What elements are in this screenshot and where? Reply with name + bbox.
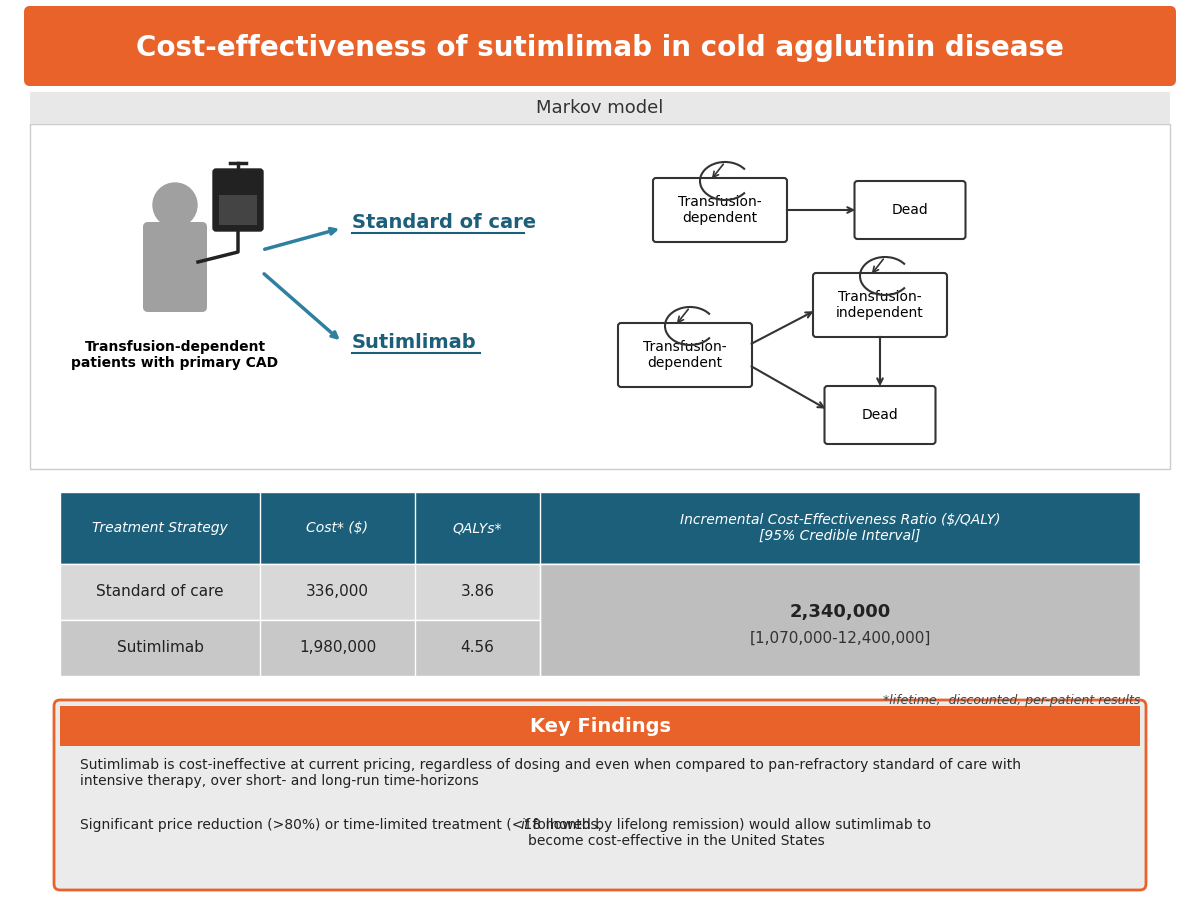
Text: Dead: Dead [892,203,929,217]
Text: followed by lifelong remission) would allow sutimlimab to
become cost-effective : followed by lifelong remission) would al… [528,818,931,848]
FancyBboxPatch shape [814,273,947,337]
Circle shape [154,183,197,227]
FancyBboxPatch shape [653,178,787,242]
Text: 2,340,000: 2,340,000 [790,603,890,621]
FancyBboxPatch shape [143,222,208,312]
Text: Cost* ($): Cost* ($) [306,521,368,535]
FancyBboxPatch shape [824,386,936,444]
FancyBboxPatch shape [214,169,263,231]
FancyBboxPatch shape [30,92,1170,124]
Text: 336,000: 336,000 [306,584,370,599]
Text: *lifetime,  discounted, per-patient results: *lifetime, discounted, per-patient resul… [883,694,1140,707]
FancyBboxPatch shape [854,181,966,239]
FancyBboxPatch shape [618,323,752,387]
FancyBboxPatch shape [60,564,1140,620]
FancyBboxPatch shape [30,124,1170,469]
Text: Transfusion-
dependent: Transfusion- dependent [678,195,762,225]
Text: Transfusion-
independent: Transfusion- independent [836,290,924,320]
Text: Key Findings: Key Findings [529,716,671,735]
FancyBboxPatch shape [220,195,257,225]
Text: Markov model: Markov model [536,99,664,117]
Text: Treatment Strategy: Treatment Strategy [92,521,228,535]
Text: [1,070,000-12,400,000]: [1,070,000-12,400,000] [749,631,931,645]
FancyBboxPatch shape [54,700,1146,890]
Text: 3.86: 3.86 [461,584,494,599]
Text: 1,980,000: 1,980,000 [299,641,376,655]
Text: Standard of care: Standard of care [96,584,224,599]
Text: QALYs*: QALYs* [452,521,503,535]
Text: Transfusion-dependent
patients with primary CAD: Transfusion-dependent patients with prim… [72,340,278,370]
Text: Sutimlimab: Sutimlimab [116,641,204,655]
FancyBboxPatch shape [60,706,1140,746]
Text: Sutimlimab is cost-ineffective at current pricing, regardless of dosing and even: Sutimlimab is cost-ineffective at curren… [80,758,1021,788]
Text: Cost-effectiveness of sutimlimab in cold agglutinin disease: Cost-effectiveness of sutimlimab in cold… [136,34,1064,62]
Text: Significant price reduction (>80%) or time-limited treatment (<18 months,: Significant price reduction (>80%) or ti… [80,818,606,832]
FancyBboxPatch shape [24,6,1176,86]
Text: Standard of care: Standard of care [352,212,536,231]
Text: Sutimlimab: Sutimlimab [352,332,476,352]
Text: Transfusion-
dependent: Transfusion- dependent [643,340,727,370]
FancyBboxPatch shape [60,492,1140,564]
FancyBboxPatch shape [540,564,1140,676]
Text: Incremental Cost-Effectiveness Ratio ($/QALY)
[95% Credible Interval]: Incremental Cost-Effectiveness Ratio ($/… [679,513,1001,543]
FancyBboxPatch shape [60,620,1140,676]
Text: Dead: Dead [862,408,899,422]
Text: if: if [521,818,529,832]
Text: 4.56: 4.56 [461,641,494,655]
